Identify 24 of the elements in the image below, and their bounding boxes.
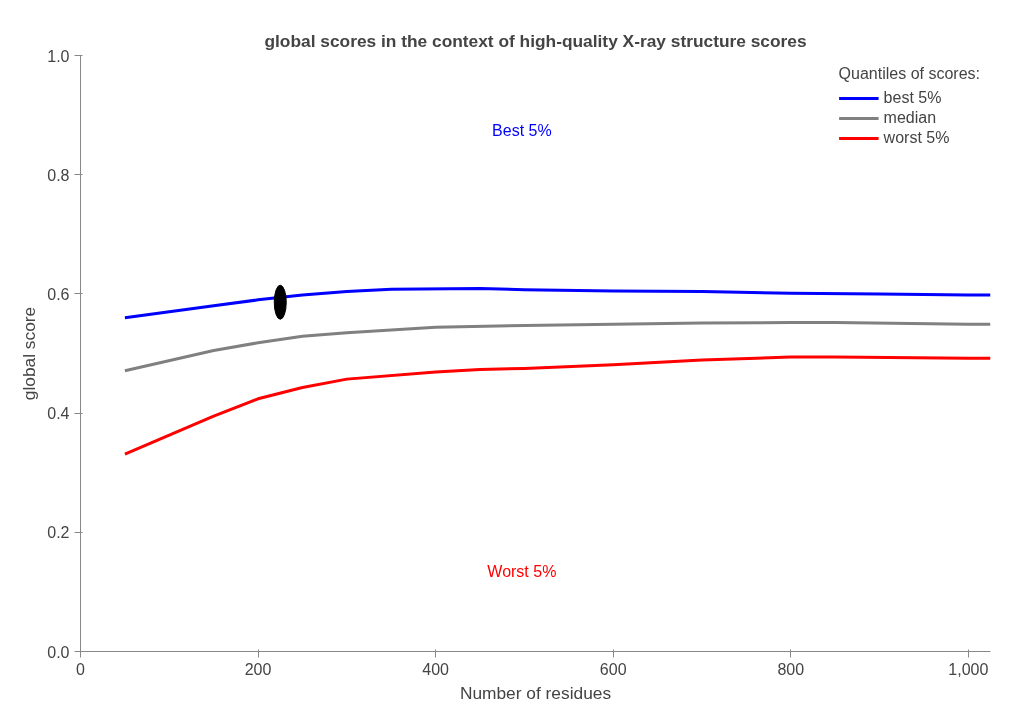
legend-label: median [883,109,937,127]
x-axis-title: Number of residues [459,682,612,703]
y-tick-label: 0.2 [47,524,70,542]
legend-label: best 5% [883,89,942,107]
y-tick-label: 1.0 [47,47,70,65]
x-tick-label: 400 [422,660,450,678]
y-tick-label: 0.0 [47,643,70,661]
x-tick-label: 800 [777,660,805,678]
x-tick-label: 600 [599,660,627,678]
y-tick-label: 0.8 [47,166,70,184]
legend-title: Quantiles of scores: [838,65,980,83]
annotation: Worst 5% [487,562,557,580]
line-series [123,355,991,456]
y-tick-label: 0.6 [47,285,70,303]
line-series [123,287,991,320]
x-tick-label: 0 [76,660,86,678]
legend-label: worst 5% [883,129,950,147]
line-series [123,321,991,373]
chart-title: global scores in the context of high-quality X-ray structure scores [264,30,807,51]
y-axis-title: global score [19,306,40,401]
x-tick-label: 200 [244,660,272,678]
annotation: Best 5% [492,121,552,139]
x-tick-label: 1,000 [948,660,989,678]
y-tick-label: 0.4 [47,405,70,423]
